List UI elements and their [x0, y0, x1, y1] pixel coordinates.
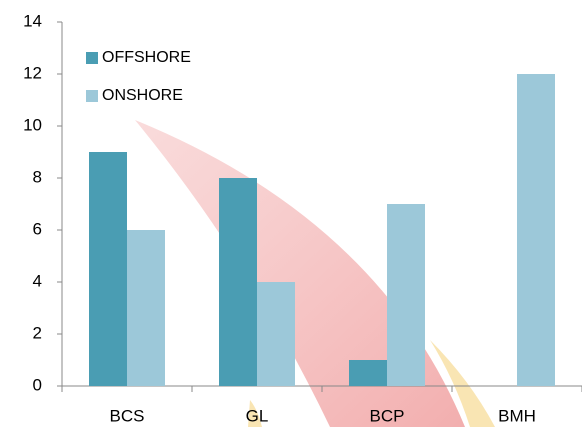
bar: [349, 360, 387, 386]
y-tick-label: 4: [33, 271, 42, 290]
legend-label: OFFSHORE: [102, 49, 191, 66]
x-tick-label: BCS: [110, 406, 145, 425]
y-tick-label: 8: [33, 167, 42, 186]
y-tick-label: 12: [23, 63, 42, 82]
page: 02468101214BCSGLBCPBMHOFFSHOREONSHORE ((…: [0, 0, 582, 427]
x-tick-label: BCP: [370, 406, 405, 425]
bar: [257, 282, 295, 386]
x-tick-label: BMH: [498, 406, 536, 425]
y-tick-label: 0: [33, 375, 42, 394]
legend-label: ONSHORE: [102, 87, 183, 104]
bar: [127, 230, 165, 386]
y-tick-label: 14: [23, 11, 42, 30]
legend-swatch: [86, 90, 98, 102]
x-tick-label: GL: [246, 406, 269, 425]
chart: 0 2 4 6 8 10 12 14 BCS GL BCP BMH OFFSHORE ONSHORE: [0, 0, 582, 427]
y-tick-label: 2: [33, 323, 42, 342]
y-tick-label: 6: [33, 219, 42, 238]
bar: [517, 74, 555, 386]
legend-swatch: [86, 52, 98, 64]
y-tick-label: 10: [23, 115, 42, 134]
bar: [89, 152, 127, 386]
bar: [219, 178, 257, 386]
bar: [387, 204, 425, 386]
